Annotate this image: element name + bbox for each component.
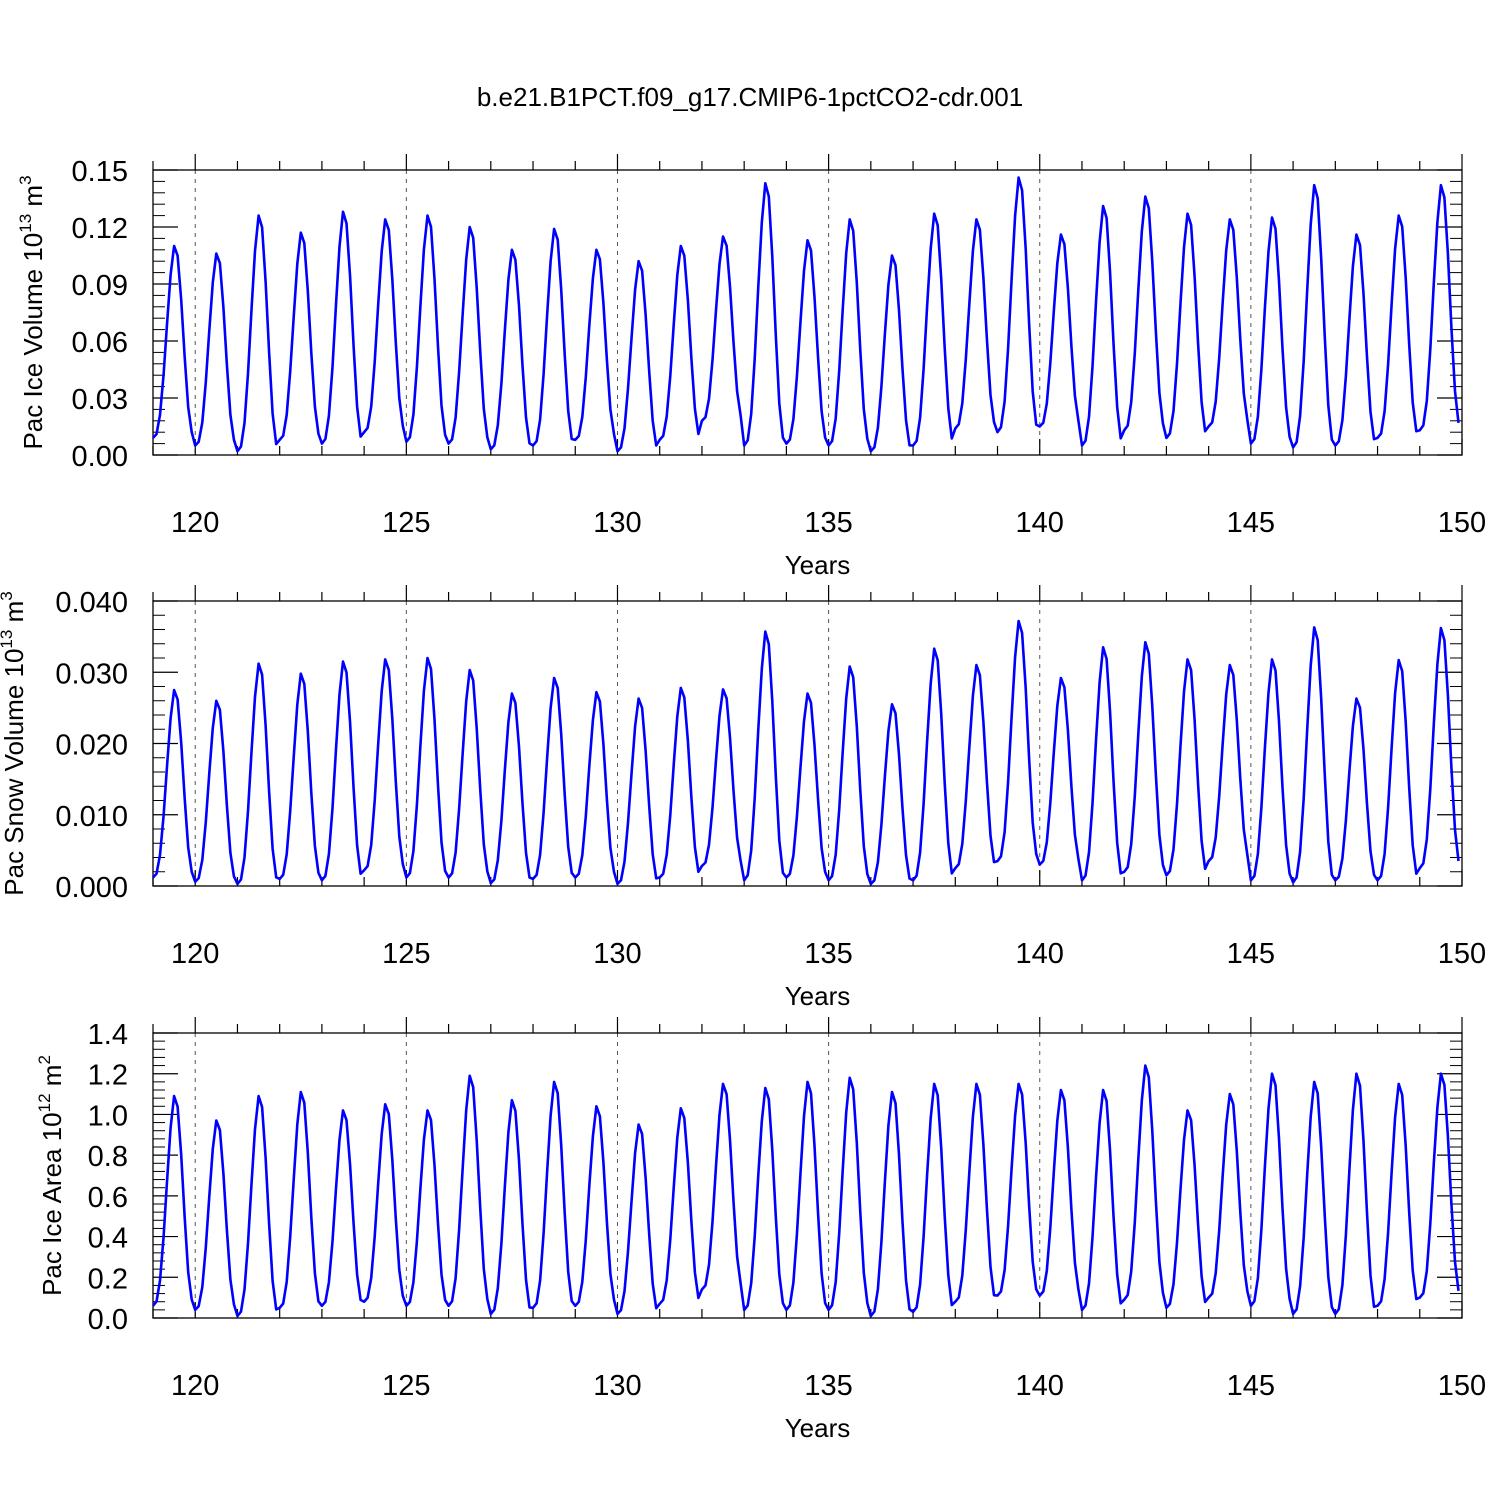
- x-tick-label: 125: [382, 507, 430, 539]
- y-axis-title-exponent: 13: [0, 630, 16, 649]
- y-axis-title-unit-exponent: 3: [16, 175, 35, 184]
- x-tick-label: 120: [171, 938, 219, 970]
- x-tick-label: 130: [593, 507, 641, 539]
- x-tick-label: 135: [804, 1370, 852, 1402]
- y-tick-label: 0.030: [55, 658, 128, 690]
- y-axis-title-unit: m: [18, 185, 48, 214]
- y-axis-title-exponent: 13: [16, 214, 35, 233]
- y-axis-title-main: Pac Ice Volume 10: [18, 233, 48, 450]
- y-axis-title-main: Pac Snow Volume 10: [0, 649, 29, 896]
- y-tick-label: 0.09: [72, 270, 128, 302]
- y-tick-label: 0.2: [88, 1263, 128, 1295]
- y-tick-label: 0.03: [72, 384, 128, 416]
- x-tick-label: 150: [1438, 1370, 1486, 1402]
- y-tick-label: 0.0: [88, 1304, 128, 1336]
- x-tick-label: 145: [1227, 1370, 1275, 1402]
- y-tick-label: 1.4: [88, 1019, 128, 1051]
- data-series-line: [152, 1064, 1460, 1318]
- plot-frame: [152, 1032, 1463, 1319]
- x-tick-label: 135: [804, 938, 852, 970]
- y-tick-label: 0.6: [88, 1182, 128, 1214]
- x-tick-label: 150: [1438, 938, 1486, 970]
- x-tick-label: 140: [1016, 507, 1064, 539]
- x-tick-label: 130: [593, 1370, 641, 1402]
- y-tick-label: 0.4: [88, 1223, 128, 1255]
- plot-frame: [152, 169, 1463, 456]
- x-axis-title: Years: [785, 981, 851, 1011]
- y-tick-label: 0.000: [55, 872, 128, 904]
- x-tick-label: 145: [1227, 938, 1275, 970]
- y-axis-title: Pac Snow Volume 1013 m3: [0, 591, 29, 895]
- chart-title: b.e21.B1PCT.f09_g17.CMIP6-1pctCO2-cdr.00…: [477, 82, 1023, 112]
- y-tick-label: 0.00: [72, 441, 128, 473]
- ice-volume-panel: 120 125 130 135 140 145 150 0.00 0.03 0.06 0.09 0.1…: [16, 154, 1486, 580]
- y-axis-title-unit-exponent: 2: [35, 1055, 54, 1064]
- y-axis-title-unit: m: [0, 601, 29, 630]
- y-axis-title-unit: m: [37, 1065, 67, 1094]
- y-tick-label: 0.020: [55, 730, 128, 762]
- y-axis-title-unit-exponent: 3: [0, 591, 16, 600]
- y-tick-label: 1.2: [88, 1060, 128, 1092]
- y-tick-label: 1.0: [88, 1100, 128, 1132]
- y-tick-label: 0.040: [55, 587, 128, 619]
- y-tick-label: 0.15: [72, 156, 128, 188]
- snow-volume-panel: 120 125 130 135 140 145 150 0.000 0.010 0.020 0.03…: [0, 585, 1486, 1011]
- x-tick-label: 135: [804, 507, 852, 539]
- y-tick-label: 0.010: [55, 801, 128, 833]
- x-tick-label: 140: [1016, 938, 1064, 970]
- y-tick-label: 0.12: [72, 213, 128, 245]
- y-axis-title-main: Pac Ice Area 10: [37, 1112, 67, 1296]
- x-tick-label: 130: [593, 938, 641, 970]
- x-axis-title: Years: [785, 1413, 851, 1443]
- x-tick-label: 145: [1227, 507, 1275, 539]
- y-tick-label: 0.8: [88, 1141, 128, 1173]
- x-tick-label: 125: [382, 1370, 430, 1402]
- data-series-line: [152, 619, 1460, 886]
- x-tick-label: 140: [1016, 1370, 1064, 1402]
- ice-area-panel: 120 125 130 135 140 145 150 0.0 0.2 0.4 0.6 0.8 1.0 1…: [35, 1017, 1486, 1443]
- x-tick-label: 120: [171, 1370, 219, 1402]
- x-tick-label: 150: [1438, 507, 1486, 539]
- y-axis-title: Pac Ice Volume 1013 m3: [16, 175, 48, 449]
- data-series-line: [152, 176, 1460, 453]
- x-tick-label: 120: [171, 507, 219, 539]
- x-axis-title: Years: [785, 550, 851, 580]
- y-tick-label: 0.06: [72, 327, 128, 359]
- x-tick-label: 125: [382, 938, 430, 970]
- y-axis-title-exponent: 12: [35, 1093, 54, 1112]
- y-axis-title: Pac Ice Area 1012 m2: [35, 1055, 67, 1296]
